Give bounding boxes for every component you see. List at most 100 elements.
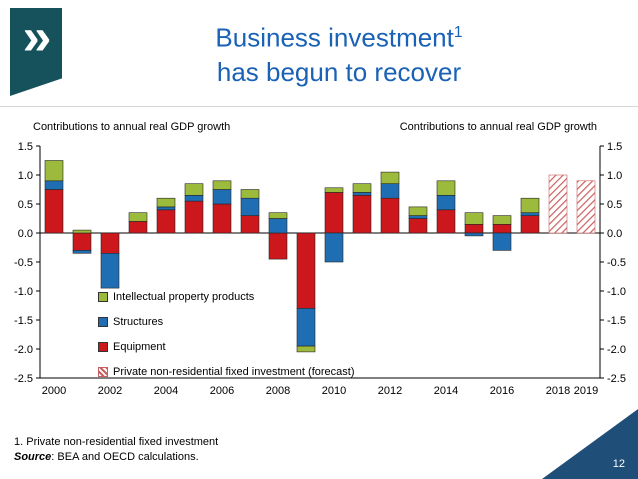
bar-segment-2017-0	[520, 215, 540, 234]
stacked-bar-chart: 1.5 1.5 1.0 1.0 0.5 0.5 0.0 0.0 -0.5 -0.5 -1.0 -1.0…	[14, 141, 626, 397]
left-tick-label: 0.0	[18, 228, 33, 240]
right-tick-label: 1.0	[607, 170, 622, 182]
bar-segment-2008-1	[268, 218, 288, 234]
bar-segment-2016-0	[492, 224, 512, 234]
legend-item-equipment: Equipment	[98, 341, 166, 353]
bar-segment-2015-1	[464, 232, 484, 237]
header-divider	[0, 106, 638, 107]
left-tick-label: 1.0	[18, 170, 33, 182]
double-chevron-icon: »	[22, 8, 52, 66]
source-label: Source	[14, 451, 52, 463]
right-tick-label: -2.0	[607, 344, 626, 356]
year-label: 2000	[42, 385, 66, 397]
left-tick-label: -1.5	[14, 315, 33, 327]
bar-segment-2014-0	[436, 209, 456, 234]
legend-label: Structures	[113, 316, 164, 328]
bar-segment-2009-2	[296, 345, 316, 353]
bar-segment-2019-3	[576, 180, 596, 234]
legend-swatch-equipment	[98, 342, 108, 352]
bar-segment-2006-2	[212, 180, 232, 190]
left-tick-label: -2.5	[14, 373, 33, 385]
bar-segment-2007-2	[240, 189, 260, 199]
year-label: 2012	[378, 385, 402, 397]
bar-segment-2016-2	[492, 215, 512, 225]
source-line: Source: BEA and OECD calculations.	[14, 451, 199, 463]
bar-segment-2006-0	[212, 203, 232, 234]
legend-label: Intellectual property products	[113, 291, 255, 303]
legend-swatch-structures	[98, 317, 108, 327]
bar-segment-2000-2	[44, 160, 64, 182]
bar-segment-2004-1	[156, 206, 176, 211]
year-label: 2019	[574, 385, 598, 397]
right-tick-label: 0.0	[607, 228, 622, 240]
bar-segment-2003-0	[128, 221, 148, 234]
bar-segment-2012-1	[380, 183, 400, 199]
year-label: 2008	[266, 385, 290, 397]
bar-segment-2002-1	[100, 253, 120, 289]
bar-segment-2011-1	[352, 192, 372, 196]
bar-segment-2006-1	[212, 189, 232, 205]
bar-segment-2001-1	[72, 250, 92, 254]
right-tick-label: -1.5	[607, 315, 626, 327]
bar-segment-2007-0	[240, 215, 260, 234]
bar-segment-2017-1	[520, 212, 540, 216]
bar-segment-2004-2	[156, 197, 176, 208]
right-tick-label: -2.5	[607, 373, 626, 385]
bar-segment-2010-1	[324, 232, 344, 263]
legend-item-forecast: Private non-residential fixed investment…	[98, 366, 355, 378]
source-text: : BEA and OECD calculations.	[51, 451, 199, 463]
bar-segment-2014-1	[436, 195, 456, 211]
bar-segment-2005-1	[184, 195, 204, 202]
left-axis-title: Contributions to annual real GDP growth	[33, 121, 231, 133]
bar-segment-2013-1	[408, 215, 428, 219]
legend-swatch-intellectual-property	[98, 292, 108, 302]
bar-segment-2009-1	[296, 308, 316, 347]
bar-segment-2004-0	[156, 209, 176, 234]
oecd-logo: »	[10, 8, 62, 96]
right-tick-label: 0.5	[607, 199, 622, 211]
right-tick-label: 1.5	[607, 141, 622, 153]
bar-segment-2011-0	[352, 195, 372, 234]
bar-segment-2005-0	[184, 200, 204, 234]
left-tick-label: 0.5	[18, 199, 33, 211]
bar-segment-2010-0	[324, 192, 344, 234]
year-label: 2010	[322, 385, 346, 397]
bar-segment-2000-0	[44, 189, 64, 234]
year-label: 2002	[98, 385, 122, 397]
bar-segment-2015-2	[464, 212, 484, 225]
left-tick-label: 1.5	[18, 141, 33, 153]
footnote: 1. Private non-residential fixed investm…	[14, 436, 219, 448]
legend-item-structures: Structures	[98, 316, 163, 328]
legend-label: Private non-residential fixed investment…	[113, 366, 355, 378]
left-tick-label: -2.0	[14, 344, 33, 356]
right-tick-label: -0.5	[607, 257, 626, 269]
bar-segment-2010-2	[324, 187, 344, 193]
slide-title-superscript: 1	[453, 24, 463, 41]
year-label: 2006	[210, 385, 234, 397]
bar-segment-2013-2	[408, 206, 428, 216]
bar-segment-2018-3	[548, 174, 568, 234]
year-label: 2014	[434, 385, 458, 397]
bar-segment-2001-2	[72, 229, 92, 234]
bar-segment-2016-1	[492, 232, 512, 251]
legend-label: Equipment	[113, 341, 166, 353]
slide-title-text: Business investment	[215, 22, 454, 53]
bar-segment-2008-0	[268, 232, 288, 260]
bar-segment-2015-0	[464, 224, 484, 234]
bar-segment-2005-2	[184, 183, 204, 196]
slide-title-line-1: Business investment1	[40, 16, 638, 55]
year-label: 2016	[490, 385, 514, 397]
bar-segment-2017-2	[520, 197, 540, 213]
bar-segment-2007-1	[240, 197, 260, 216]
slide-title-line-2: has begun to recover	[216, 56, 462, 87]
right-tick-label: -1.0	[607, 286, 626, 298]
left-tick-label: -0.5	[14, 257, 33, 269]
bar-segment-2012-0	[380, 197, 400, 234]
legend-swatch-forecast	[98, 367, 108, 377]
bar-segment-2013-0	[408, 218, 428, 234]
bar-segment-2014-2	[436, 180, 456, 196]
left-tick-label: -1.0	[14, 286, 33, 298]
slide-title: Business investment1 has begun to recove…	[40, 16, 638, 89]
year-label: 2018	[546, 385, 570, 397]
year-label: 2004	[154, 385, 178, 397]
